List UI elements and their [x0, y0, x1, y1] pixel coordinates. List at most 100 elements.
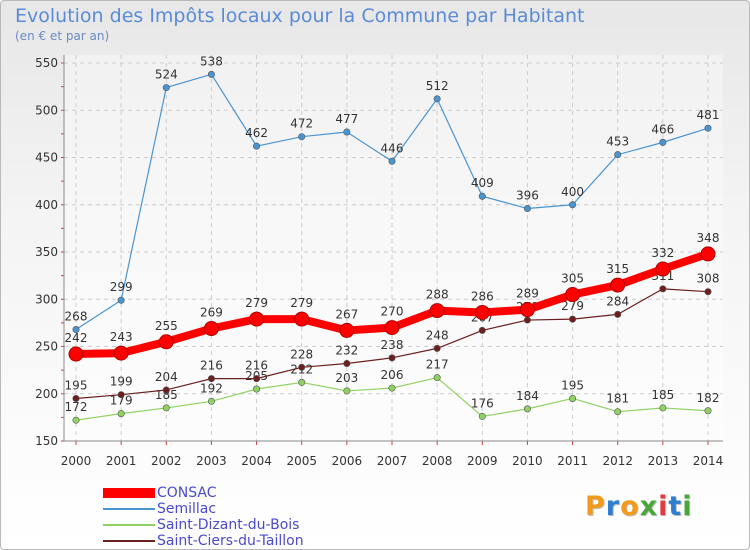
- data-label-semillac: 472: [290, 117, 313, 131]
- data-label-saint-ciers: 199: [110, 375, 133, 389]
- data-label-semillac: 268: [65, 309, 88, 323]
- x-tick-label: 2000: [61, 454, 92, 468]
- data-label-saint-ciers: 216: [245, 359, 268, 373]
- data-point-semillac: [207, 70, 215, 78]
- data-point-saint-ciers: [614, 310, 622, 318]
- logo-letter: i: [658, 491, 669, 522]
- data-point-consac: [700, 246, 716, 262]
- data-label-semillac: 400: [561, 185, 584, 199]
- legend-item-semillac: Semillac: [103, 501, 216, 517]
- data-point-saint-ciers: [478, 326, 486, 334]
- x-tick-label: 2007: [377, 454, 408, 468]
- data-point-consac: [339, 322, 355, 338]
- data-label-saint-ciers: 279: [561, 299, 584, 313]
- data-point-saint-ciers: [659, 285, 667, 293]
- data-point-semillac: [162, 84, 170, 92]
- data-label-saint-ciers: 195: [65, 378, 88, 392]
- data-point-saint-ciers: [207, 375, 215, 383]
- data-label-saint-dizant: 184: [516, 389, 539, 403]
- data-point-saint-ciers: [433, 344, 441, 352]
- data-label-consac: 289: [516, 287, 539, 301]
- data-point-saint-dizant: [704, 407, 712, 415]
- y-tick-label: 200: [35, 387, 58, 401]
- data-point-consac: [384, 320, 400, 336]
- x-tick-label: 2009: [467, 454, 498, 468]
- data-point-semillac: [72, 325, 80, 333]
- data-label-semillac: 446: [381, 141, 404, 155]
- legend-item-consac: CONSAC: [103, 485, 217, 501]
- data-label-semillac: 299: [110, 280, 133, 294]
- legend-item-saint-dizant: Saint-Dizant-du-Bois: [103, 517, 299, 533]
- data-point-saint-ciers: [298, 363, 306, 371]
- data-point-consac: [249, 311, 265, 327]
- data-point-semillac: [117, 296, 125, 304]
- data-label-saint-dizant: 179: [110, 394, 133, 408]
- legend-swatch-saint-ciers: [103, 540, 155, 542]
- data-point-consac: [158, 334, 174, 350]
- x-tick-label: 2014: [693, 454, 724, 468]
- data-point-consac: [429, 303, 445, 319]
- logo-letter: P: [585, 491, 606, 522]
- data-point-saint-ciers: [343, 360, 351, 368]
- logo-letter: r: [605, 491, 621, 522]
- data-label-consac: 288: [426, 288, 449, 302]
- x-tick-label: 2012: [602, 454, 633, 468]
- data-point-saint-ciers: [569, 315, 577, 323]
- data-label-saint-dizant: 217: [426, 358, 449, 372]
- y-tick-label: 550: [35, 56, 58, 70]
- data-point-semillac: [433, 95, 441, 103]
- data-point-saint-ciers: [704, 288, 712, 296]
- legend-label-semillac: Semillac: [157, 501, 217, 517]
- data-point-saint-ciers: [117, 391, 125, 399]
- data-label-consac: 267: [335, 307, 358, 321]
- x-tick-label: 2003: [196, 454, 227, 468]
- logo-letter: i: [682, 491, 693, 522]
- data-label-saint-dizant: 203: [335, 371, 358, 385]
- data-point-saint-dizant: [343, 387, 351, 395]
- data-point-consac: [655, 261, 671, 277]
- data-label-consac: 270: [381, 305, 404, 319]
- logo-letter: o: [620, 491, 640, 522]
- data-label-saint-dizant: 182: [697, 391, 720, 405]
- data-point-consac: [565, 287, 581, 303]
- y-tick-label: 400: [35, 198, 58, 212]
- data-point-semillac: [478, 192, 486, 200]
- data-point-semillac: [298, 133, 306, 141]
- x-tick-label: 2002: [151, 454, 182, 468]
- y-tick-label: 500: [35, 103, 58, 117]
- data-point-consac: [294, 311, 310, 327]
- data-label-consac: 315: [606, 262, 629, 276]
- chart-subtitle: (en € et par an): [15, 29, 110, 43]
- data-point-semillac: [569, 201, 577, 209]
- data-point-saint-dizant: [569, 394, 577, 402]
- x-tick-label: 2001: [106, 454, 137, 468]
- data-point-saint-dizant: [659, 404, 667, 412]
- data-point-semillac: [343, 128, 351, 136]
- data-point-saint-dizant: [478, 412, 486, 420]
- data-point-consac: [203, 321, 219, 337]
- data-point-semillac: [659, 138, 667, 146]
- x-tick-label: 2011: [557, 454, 588, 468]
- chart-title: Evolution des Impôts locaux pour la Comm…: [15, 5, 585, 27]
- data-label-semillac: 409: [471, 176, 494, 190]
- legend-label-saint-dizant: Saint-Dizant-du-Bois: [157, 517, 300, 533]
- x-tick-label: 2006: [332, 454, 363, 468]
- data-label-saint-dizant: 195: [561, 378, 584, 392]
- data-point-saint-dizant: [433, 374, 441, 382]
- data-point-saint-dizant: [162, 404, 170, 412]
- x-tick-label: 2008: [422, 454, 453, 468]
- data-label-saint-ciers: 204: [155, 370, 178, 384]
- legend-swatch-saint-dizant: [103, 524, 155, 526]
- logo-letter: t: [668, 491, 683, 522]
- data-point-semillac: [704, 124, 712, 132]
- data-label-saint-dizant: 181: [606, 392, 629, 406]
- legend-label-consac: CONSAC: [157, 485, 217, 501]
- legend-swatch-semillac: [103, 508, 155, 510]
- data-label-saint-dizant: 185: [155, 388, 178, 402]
- data-label-consac: 269: [200, 306, 223, 320]
- x-tick-label: 2005: [286, 454, 317, 468]
- data-label-saint-ciers: 216: [200, 359, 223, 373]
- data-point-semillac: [388, 157, 396, 165]
